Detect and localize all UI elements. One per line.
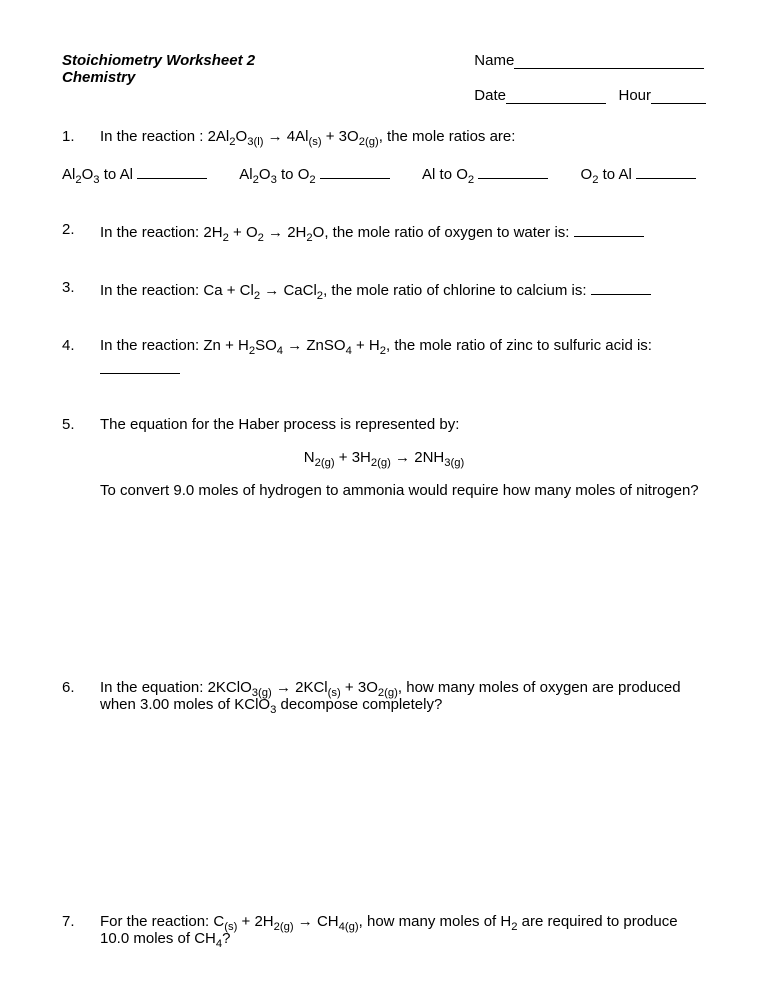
question-3: 3. In the reaction: Ca + Cl2 → CaCl2, th… [62,279,706,299]
q2-text-a: In the reaction: 2H [100,224,223,241]
q7-text-f: ? [222,930,230,947]
worksheet-page: Stoichiometry Worksheet 2 Chemistry Name… [0,0,768,987]
question-6: 6. In the equation: 2KClO3(g) → 2KCl(s) … [62,679,706,713]
question-4: 4. In the reaction: Zn + H2SO4 → ZnSO4 +… [62,337,706,378]
q2-text-b: + O [229,224,258,241]
hour-label: Hour [618,87,651,104]
date-label: Date [474,87,506,104]
q3-blank[interactable] [591,279,651,295]
q3-text-c: , the mole ratio of chlorine to calcium … [323,282,591,299]
r1a: Al [62,166,75,183]
q5-number: 5. [62,416,100,433]
hour-blank[interactable] [651,88,706,104]
q2-number: 2. [62,221,100,238]
question-2: 2. In the reaction: 2H2 + O2 → 2H2O, the… [62,221,706,241]
q2-text-c: → 2H [264,224,307,241]
title-line-2: Chemistry [62,69,255,86]
name-label: Name [474,52,514,69]
q1-ratios: Al2O3 to Al Al2O3 to O2 Al to O2 O2 to A… [62,163,706,183]
q2-text-d: O, the mole ratio of oxygen to water is: [313,224,574,241]
q4-text-d: + H [352,337,380,354]
q4-text-a: In the reaction: Zn + H [100,337,249,354]
q4-blank[interactable] [100,358,180,374]
r2a: Al [239,166,252,183]
q5-eq-a: N [304,449,315,466]
q1-text-b: O [236,128,248,145]
q6-text-c: + 3O [341,679,378,696]
q6-text-e: decompose completely? [276,696,442,713]
question-7: 7. For the reaction: C(s) + 2H2(g) → CH4… [62,913,706,947]
q5-eq-b: + 3H [335,449,371,466]
r4b: to Al [598,166,636,183]
q5-body: The equation for the Haber process is re… [100,416,706,499]
name-blank[interactable] [514,53,704,69]
q5-line-1: The equation for the Haber process is re… [100,416,706,433]
date-row: Date Hour [474,87,706,104]
q4-number: 4. [62,337,100,354]
r3a: Al to O [422,166,468,183]
q1-blank-2[interactable] [320,163,390,179]
q4-text-e: , the mole ratio of zinc to sulfuric aci… [386,337,652,354]
date-blank[interactable] [506,88,606,104]
q4-text-b: SO [255,337,277,354]
r4a: O [581,166,593,183]
q4-body: In the reaction: Zn + H2SO4 → ZnSO4 + H2… [100,337,706,378]
q1-text-c: → 4Al [263,128,308,145]
q1-blank-4[interactable] [636,163,696,179]
q3-number: 3. [62,279,100,296]
q1-text-a: In the reaction : 2Al [100,128,229,145]
q5-equation: N2(g) + 3H2(g) → 2NH3(g) [62,449,706,466]
q7-text-c: → CH [294,913,339,930]
q6-number: 6. [62,679,100,696]
q7-text-b: + 2H [237,913,273,930]
q7-text-d: , how many moles of H [359,913,512,930]
q4-text-c: → ZnSO [283,337,346,354]
q7-text-a: For the reaction: C [100,913,224,930]
q5-eq-c: → 2NH [391,449,444,466]
q3-text-a: In the reaction: Ca + Cl [100,282,254,299]
question-1: 1. In the reaction : 2Al2O3(l) → 4Al(s) … [62,128,706,145]
name-row: Name [474,52,706,69]
q1-text-e: , the mole ratios are: [379,128,516,145]
q5-line-3: To convert 9.0 moles of hydrogen to ammo… [100,482,706,499]
q6-text-a: In the equation: 2KClO [100,679,252,696]
q2-blank[interactable] [574,221,644,237]
q2-body: In the reaction: 2H2 + O2 → 2H2O, the mo… [100,221,706,241]
q1-number: 1. [62,128,100,145]
r1b: O [82,166,94,183]
header: Stoichiometry Worksheet 2 Chemistry Name… [62,52,706,104]
q1-blank-1[interactable] [137,163,207,179]
q6-text-b: → 2KCl [272,679,328,696]
title-line-1: Stoichiometry Worksheet 2 [62,52,255,69]
q6-body: In the equation: 2KClO3(g) → 2KCl(s) + 3… [100,679,706,713]
q1-ratio-4: O2 to Al [581,163,696,183]
q3-body: In the reaction: Ca + Cl2 → CaCl2, the m… [100,279,706,299]
q7-body: For the reaction: C(s) + 2H2(g) → CH4(g)… [100,913,706,947]
r1c: to Al [100,166,138,183]
r2b: O [259,166,271,183]
question-5: 5. The equation for the Haber process is… [62,416,706,499]
q1-text-d: + 3O [322,128,359,145]
q3-text-b: → CaCl [260,282,317,299]
q1-ratio-1: Al2O3 to Al [62,163,207,183]
q7-number: 7. [62,913,100,930]
name-date-block: Name Date Hour [474,52,706,104]
q1-ratio-2: Al2O3 to O2 [239,163,390,183]
q1-blank-3[interactable] [478,163,548,179]
q1-ratio-3: Al to O2 [422,163,548,183]
r2c: to O [277,166,310,183]
title-block: Stoichiometry Worksheet 2 Chemistry [62,52,255,86]
q1-body: In the reaction : 2Al2O3(l) → 4Al(s) + 3… [100,128,706,145]
